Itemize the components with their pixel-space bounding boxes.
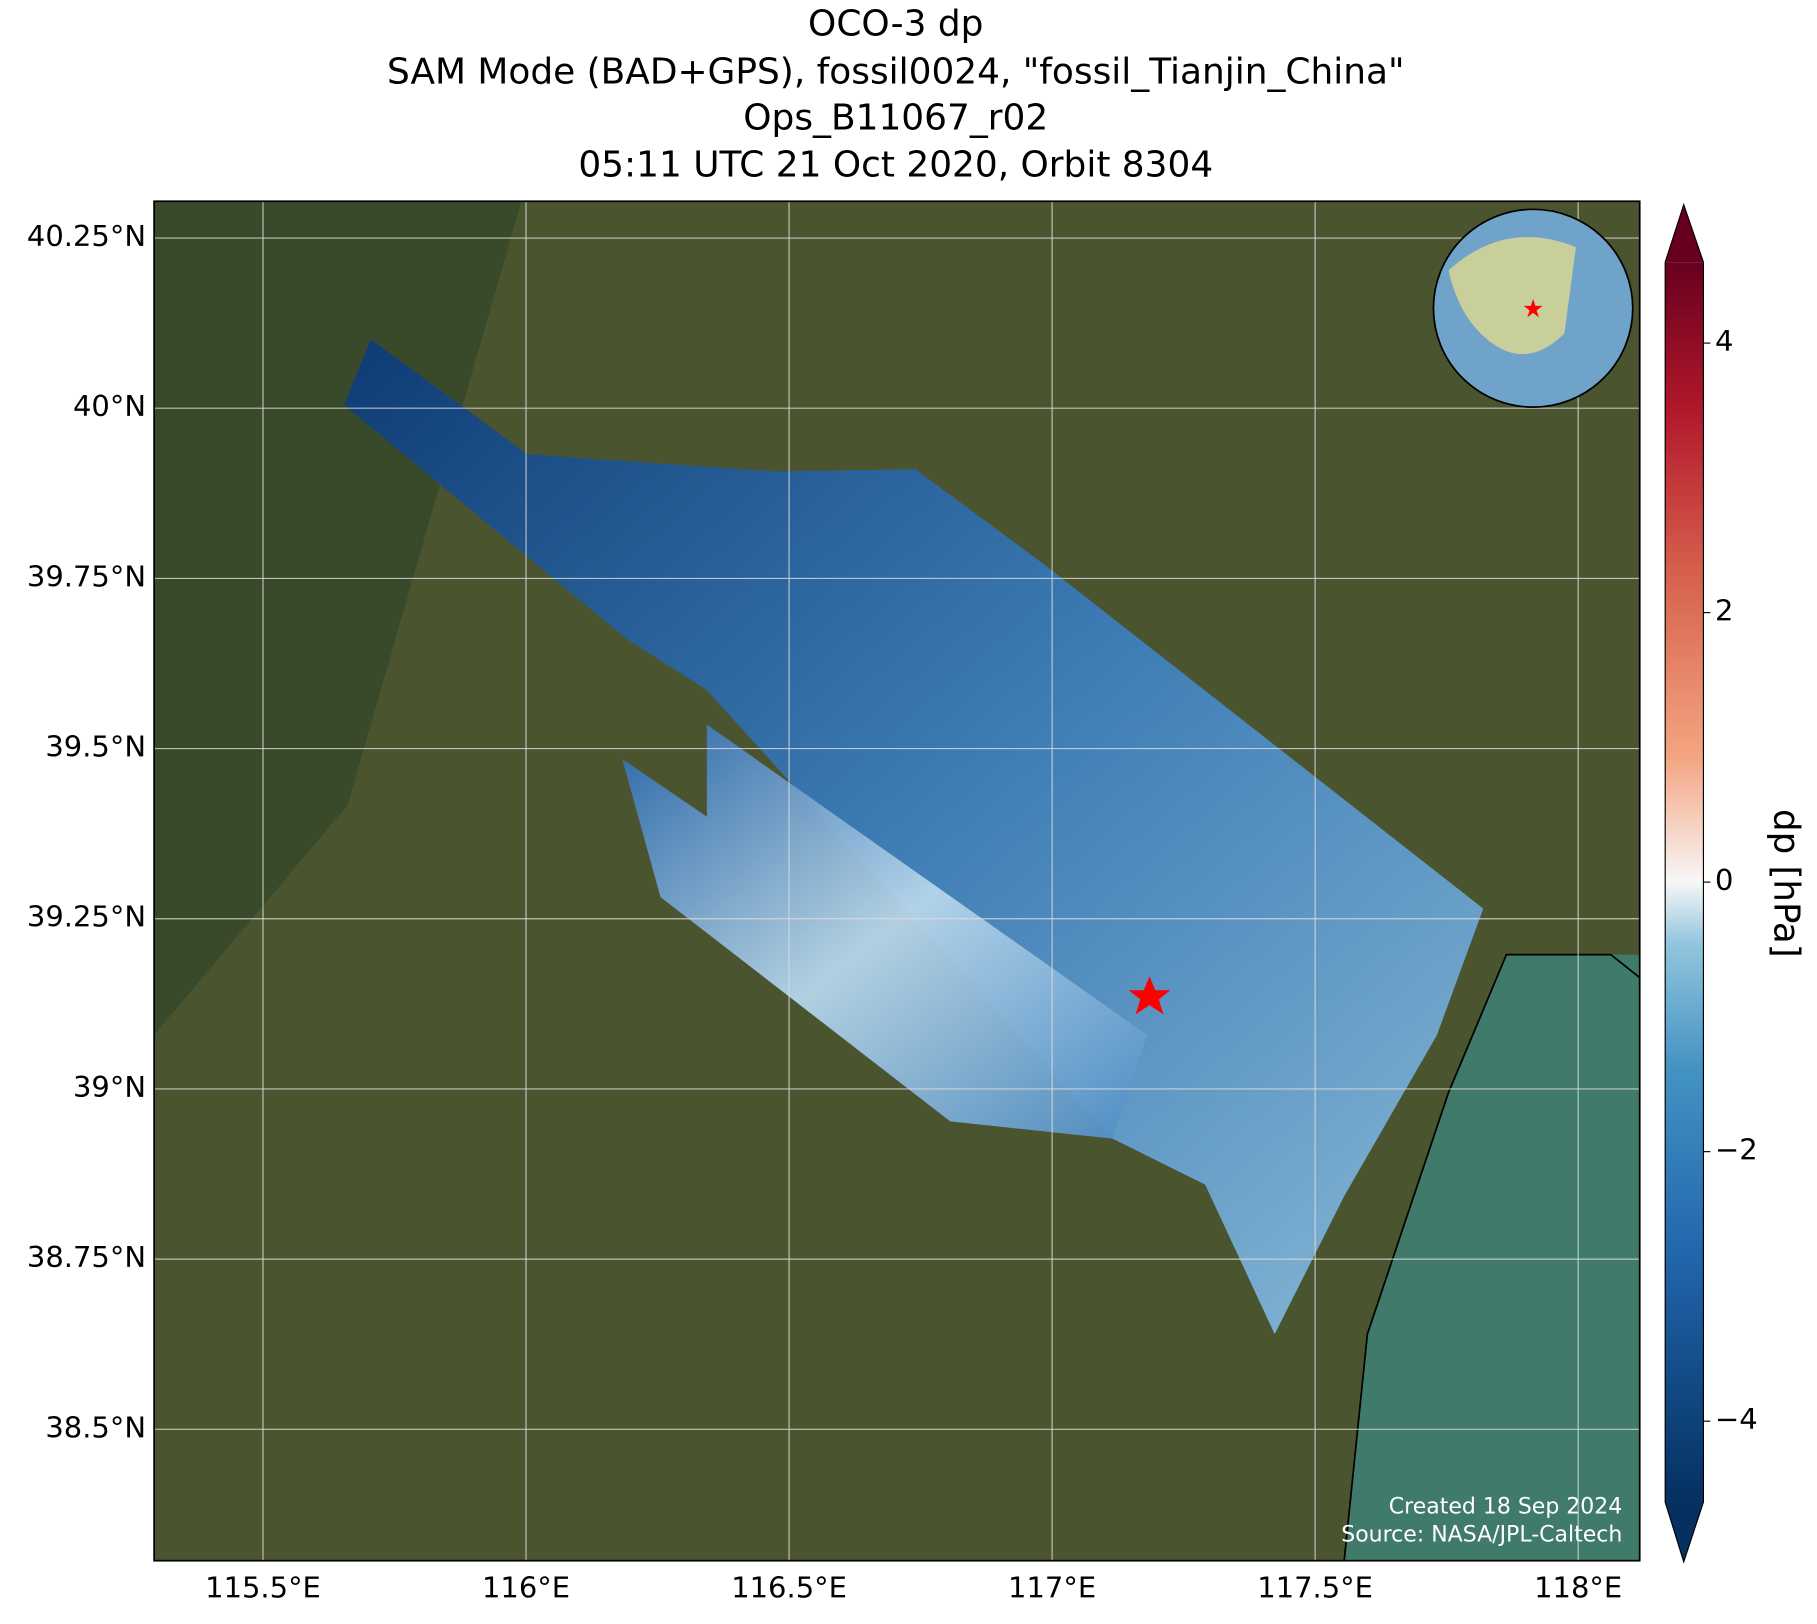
swath [622,724,1148,1139]
y-tick-label: 40°N [73,389,146,423]
y-tick-label: 38.75°N [27,1240,146,1274]
y-tick-label: 39.25°N [27,900,146,934]
footer: Source: NASA/JPL-Caltech [1341,1522,1622,1547]
inset-star [1523,299,1543,318]
footer: Created 18 Sep 2024 [1389,1495,1623,1520]
x-tick-label: 116°E [482,1571,570,1605]
title: OCO-3 dp [808,3,983,44]
y-tick-label: 40.25°N [27,219,146,253]
title: Ops_B11067_r02 [743,98,1048,139]
x-tick-label: 118°E [1534,1571,1622,1605]
coastline [1343,953,1641,1561]
y-tick-label: 38.5°N [45,1410,146,1444]
colorbar-extend [1665,1502,1704,1562]
colorbar-frame [1664,202,1705,1564]
colorbar-tick-label: 4 [1715,324,1733,358]
colorbar-tick-label: 2 [1715,594,1733,628]
colorbar-tick-label: −4 [1715,1402,1758,1436]
colorbar-label: dp [hPa] [1765,809,1806,958]
sea [1344,954,1640,1561]
map-frame [153,200,1641,1562]
x-tick-label: 117°E [1008,1571,1096,1605]
inset-land [1448,237,1576,355]
plot-root: OCO-3 dp SAM Mode (BAD+GPS), fossil0024,… [27,3,1807,1604]
swath [344,339,1484,1335]
colorbar-extend [1665,204,1704,263]
colorbar-tick-label: 0 [1715,863,1733,897]
x-tick-label: 115.5°E [205,1571,321,1605]
y-tick-label: 39°N [73,1070,146,1104]
y-tick-label: 39.5°N [45,730,146,764]
target-star [1128,976,1171,1015]
colorbar-tick-label: −2 [1715,1133,1758,1167]
title: SAM Mode (BAD+GPS), fossil0024, "fossil_… [387,52,1404,93]
x-tick-label: 116.5°E [731,1571,847,1605]
title: 05:11 UTC 21 Oct 2020, Orbit 8304 [578,145,1213,186]
colorbar [1665,262,1704,1503]
y-tick-label: 39.75°N [27,559,146,593]
x-tick-label: 117.5°E [1257,1571,1373,1605]
grid [154,201,1640,1561]
